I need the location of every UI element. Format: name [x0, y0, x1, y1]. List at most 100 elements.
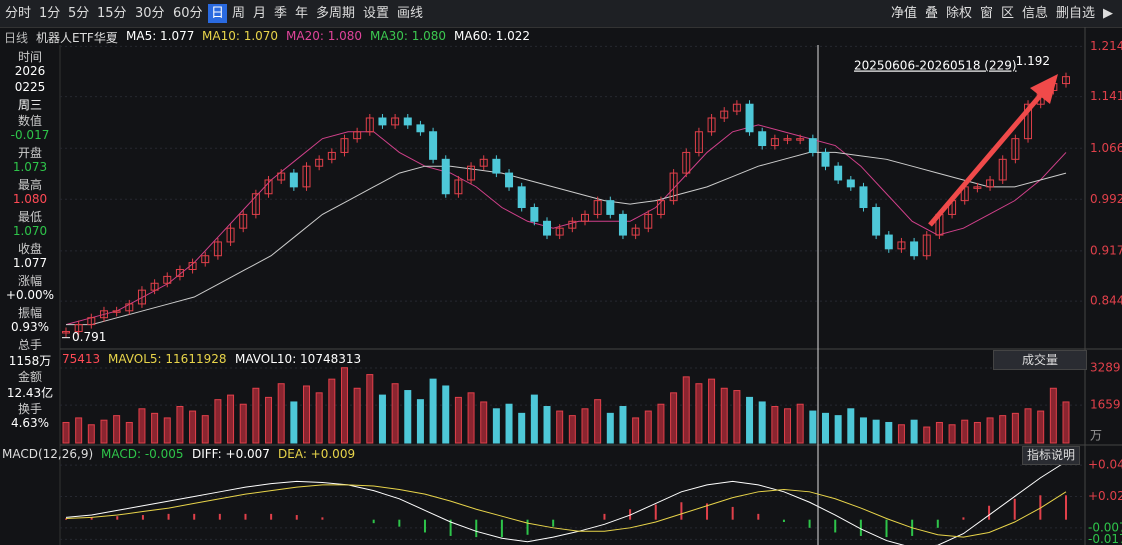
toolbar-button[interactable]: 信息	[1022, 6, 1049, 21]
volume-bar	[682, 376, 690, 444]
volume-bar	[252, 387, 260, 444]
sidebar-text: 1.077	[12, 256, 48, 270]
volume-bar	[619, 406, 627, 444]
toolbar-button[interactable]: 日	[208, 4, 228, 23]
sidebar-text: 0.93%	[10, 320, 50, 334]
candle	[796, 138, 805, 141]
candle	[74, 324, 83, 332]
sidebar-text: 换手	[17, 402, 42, 416]
volume-bar	[163, 417, 171, 444]
toolbar-button[interactable]: 30分	[135, 6, 165, 21]
candle	[226, 227, 235, 243]
toolbar-button[interactable]: 分时	[5, 6, 32, 21]
toolbar-button[interactable]: 设置	[363, 6, 390, 21]
toolbar-button[interactable]: 净值	[891, 6, 918, 21]
indicator-select[interactable]: 成交量	[993, 350, 1087, 370]
arrow	[928, 88, 1047, 227]
macd-bar	[782, 519, 785, 523]
macd-bar	[706, 503, 709, 520]
candle	[631, 227, 640, 236]
candle	[302, 165, 311, 188]
toolbar-button[interactable]: 15分	[97, 6, 127, 21]
candle	[859, 186, 868, 209]
volume-bar	[328, 378, 336, 444]
sidebar-text: 周三	[17, 98, 42, 112]
toolbar-button[interactable]: 年	[295, 6, 309, 21]
macd-header: DIFF: +0.007	[192, 447, 270, 461]
toolbar-button[interactable]: 区	[1001, 6, 1015, 21]
volume-bar	[442, 385, 450, 444]
candle	[1062, 76, 1070, 85]
macd-bar	[1065, 495, 1067, 520]
candle	[618, 213, 627, 236]
y-tick-label: -0.007	[1088, 520, 1122, 534]
volume-bar	[113, 415, 121, 444]
toolbar-button[interactable]: 周	[232, 6, 246, 21]
volume-bar	[100, 419, 108, 444]
toolbar-button[interactable]: 画线	[397, 6, 424, 21]
volume-bar	[568, 415, 576, 444]
macd-bar	[500, 519, 503, 538]
volume-bar	[973, 421, 981, 444]
toolbar-button[interactable]: 5分	[68, 6, 90, 21]
candle	[150, 282, 159, 291]
volume-bar	[948, 424, 956, 444]
candle	[732, 103, 741, 112]
info-text: MA30: 1.080	[370, 29, 447, 43]
arrow-head	[1030, 74, 1058, 104]
macd-bar	[654, 504, 657, 520]
macd-bar	[680, 502, 683, 520]
macd-bar	[629, 509, 632, 520]
y-tick-label: 1659	[1090, 398, 1121, 412]
candle	[201, 255, 210, 264]
toolbar-button[interactable]: 多周期	[316, 6, 356, 21]
volume-bar	[340, 367, 348, 444]
candle	[517, 186, 526, 209]
macd-bar	[731, 506, 734, 520]
candle	[745, 103, 754, 133]
toolbar-button[interactable]: ▶	[1103, 6, 1113, 21]
candle	[694, 131, 703, 153]
candle	[998, 158, 1007, 181]
candle	[315, 158, 324, 167]
toolbar-button[interactable]: 窗	[980, 6, 994, 21]
candle	[441, 158, 450, 195]
sidebar-text: 开盘	[17, 146, 42, 160]
candle	[99, 310, 108, 319]
volume-bar	[758, 401, 766, 444]
volume-bar	[189, 410, 197, 444]
candle	[492, 158, 501, 174]
sidebar-text: 1.080	[12, 192, 48, 206]
toolbar-button[interactable]: 除权	[946, 6, 973, 21]
sidebar-text: 1158万	[8, 354, 52, 368]
toolbar-button[interactable]: 60分	[173, 6, 203, 21]
volume-bar	[1062, 401, 1070, 444]
unit-label: 万	[1090, 429, 1102, 443]
volume-bar	[1011, 412, 1019, 444]
candle	[479, 158, 488, 167]
info-text: MA10: 1.070	[202, 29, 279, 43]
toolbar-button[interactable]: 删自选	[1056, 6, 1096, 21]
candle	[125, 303, 134, 312]
volume-bar	[923, 426, 931, 444]
dea-line	[65, 484, 1067, 538]
help-button[interactable]: 指标说明	[1022, 446, 1081, 465]
toolbar-button[interactable]: 季	[274, 6, 288, 21]
volume-bar	[505, 403, 513, 444]
volume-bar	[708, 378, 716, 444]
volume-bar	[290, 401, 298, 444]
candle	[758, 131, 767, 147]
toolbar-button[interactable]: 叠	[925, 6, 939, 21]
candle	[87, 317, 96, 326]
volume-bar	[125, 421, 133, 444]
toolbar-button[interactable]: 1分	[39, 6, 61, 21]
candle	[277, 172, 286, 181]
volume-header: MAVOL5: 11611928	[108, 352, 227, 366]
volume-bar	[733, 390, 741, 444]
candle	[846, 179, 855, 188]
volume-bar	[771, 406, 779, 444]
candle	[644, 213, 653, 229]
candle	[416, 124, 425, 133]
toolbar-button[interactable]: 月	[253, 6, 267, 21]
volume-bar	[847, 408, 855, 444]
